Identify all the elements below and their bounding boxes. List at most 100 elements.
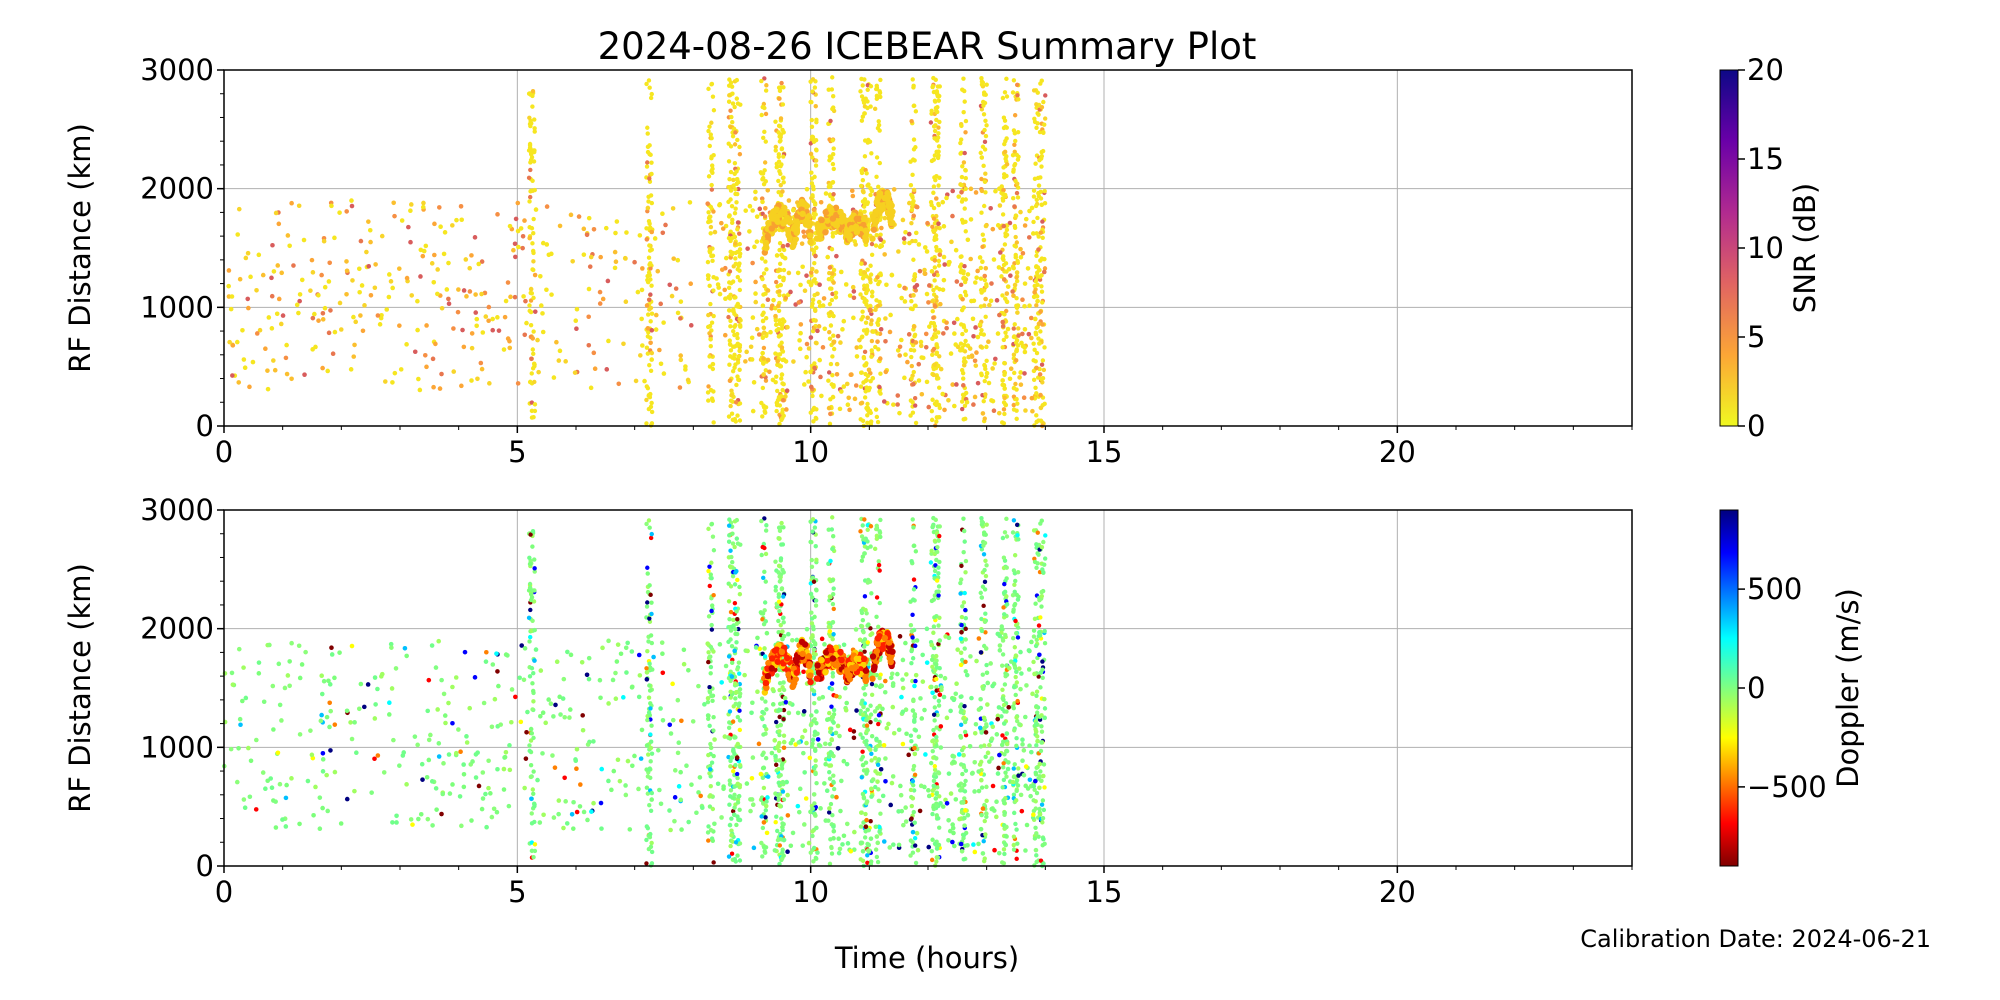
scatter-point	[354, 750, 359, 756]
arc-echo-point	[784, 214, 791, 222]
streak-point	[830, 106, 835, 112]
streak-point	[763, 815, 768, 820]
streak-point	[1013, 674, 1018, 680]
streak-point	[961, 392, 967, 398]
streak-point	[1012, 645, 1018, 650]
streak-point	[934, 138, 940, 143]
streak-point	[911, 369, 916, 375]
streak-point	[1015, 93, 1020, 98]
streak-point	[1015, 698, 1020, 704]
scatter-point	[933, 196, 939, 201]
scatter-point	[663, 222, 668, 228]
scatter-point	[848, 372, 854, 378]
scatter-point	[578, 782, 583, 787]
streak-point	[933, 77, 938, 83]
streak-point	[868, 703, 873, 708]
streak-point	[1002, 90, 1008, 95]
streak-point	[781, 525, 786, 530]
streak-point	[909, 738, 914, 744]
streak-point	[827, 594, 833, 599]
scatter-point	[351, 314, 356, 320]
scatter-point	[518, 226, 524, 231]
streak-point	[874, 232, 879, 238]
streak-point	[1000, 696, 1005, 701]
scatter-point	[391, 200, 396, 206]
scatter-point	[360, 328, 366, 334]
streak-point	[733, 840, 739, 845]
scatter-point	[274, 311, 280, 317]
scatter-point	[479, 291, 484, 297]
scatter-point	[750, 408, 756, 414]
scatter-point	[279, 718, 284, 723]
streak-point	[1043, 93, 1048, 98]
scatter-point	[712, 229, 718, 235]
streak-point	[1040, 358, 1046, 363]
scatter-point	[678, 353, 684, 358]
streak-point	[935, 544, 940, 550]
streak-point	[828, 801, 834, 807]
streak-point	[828, 558, 833, 564]
scatter-point	[1026, 235, 1032, 240]
scatter-point	[289, 376, 294, 382]
scatter-point	[760, 303, 766, 309]
scatter-point	[352, 788, 357, 794]
streak-point	[1012, 728, 1017, 733]
scatter-point	[806, 379, 811, 384]
scatter-point	[480, 330, 486, 335]
streak-point	[858, 824, 864, 829]
streak-point	[810, 135, 816, 140]
scatter-point	[906, 332, 912, 337]
streak-point	[829, 274, 835, 280]
streak-point	[529, 188, 534, 193]
scatter-point	[574, 809, 580, 815]
streak-point	[1033, 359, 1038, 364]
streak-point	[776, 766, 781, 772]
streak-point	[730, 541, 736, 546]
streak-point	[737, 268, 742, 273]
scatter-point	[472, 235, 478, 240]
streak-point	[532, 819, 537, 825]
streak-point	[1002, 589, 1008, 595]
snr-y-axis-label: RF Distance (km)	[63, 123, 97, 373]
streak-point	[726, 639, 731, 645]
scatter-point	[875, 339, 880, 344]
streak-point	[777, 240, 783, 246]
streak-point	[710, 534, 716, 539]
streak-point	[959, 399, 965, 404]
scatter-point	[439, 371, 444, 377]
streak-point	[878, 517, 883, 523]
scatter-point	[850, 193, 856, 199]
scatter-point	[940, 199, 946, 205]
streak-point	[937, 825, 942, 830]
streak-point	[649, 723, 654, 728]
scatter-point	[257, 327, 263, 333]
scatter-point	[744, 781, 750, 786]
scatter-point	[291, 263, 296, 268]
scatter-point	[820, 345, 826, 350]
scatter-point	[473, 775, 479, 780]
scatter-point	[391, 737, 396, 743]
scatter-point	[478, 360, 484, 366]
scatter-point	[667, 722, 673, 728]
streak-point	[530, 267, 535, 272]
scatter-point	[246, 305, 251, 311]
streak-point	[878, 811, 883, 816]
scatter-point	[941, 254, 947, 260]
streak-point	[649, 311, 655, 316]
scatter-point	[459, 383, 464, 389]
scatter-point	[732, 648, 737, 654]
streak-point	[1040, 235, 1045, 240]
streak-point	[858, 623, 864, 629]
scatter-point	[996, 410, 1002, 416]
snr-plot-frame	[223, 69, 1633, 427]
scatter-point	[774, 253, 780, 258]
streak-point	[1000, 785, 1005, 790]
streak-point	[913, 549, 919, 554]
scatter-point	[862, 296, 867, 302]
streak-point	[983, 314, 988, 320]
scatter-point	[950, 188, 955, 194]
streak-point	[645, 571, 650, 576]
streak-point	[531, 769, 536, 774]
streak-point	[978, 150, 983, 156]
scatter-point	[965, 237, 971, 243]
